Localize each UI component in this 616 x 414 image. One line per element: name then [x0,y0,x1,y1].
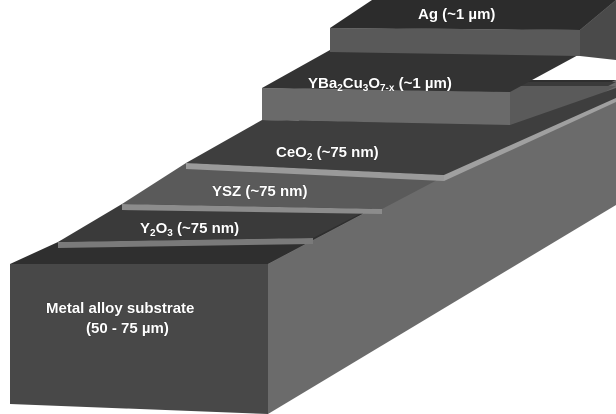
y2o3-sub-3: 3 [167,228,173,239]
layer-edge-stripe [444,98,616,181]
ybco-label-thickness: (~1 µm) [394,75,452,92]
ceo2-step-face [186,163,444,181]
y2o3-label-part: O [155,220,168,237]
ysz-layer-label: YSZ (~75 nm) [212,183,308,200]
ybco-front-face [262,88,510,125]
ybco-sub-3: 3 [362,83,369,94]
ceo2-label-thickness: (~75 nm) [312,144,379,161]
ybco-label-part: O [368,75,380,92]
substrate-side-face [268,80,616,414]
substrate-label-line1: Metal alloy substrate [46,300,195,317]
ybco-top-face [262,50,580,92]
y2o3-label-part: Y [140,220,151,237]
ag-layer-label: Ag (~1 µm) [418,6,496,23]
substrate-label-line2: (50 - 75 µm) [86,320,169,337]
y2o3-step-face [58,238,313,248]
ceo2-layer-label: CeO2 (~75 nm) [276,144,379,163]
ybco-layer-top [186,88,616,175]
ag-top-face [330,0,616,30]
ag-right-face [580,0,616,60]
ybco-label-part: YBa [308,75,338,92]
ceo2-label-part: CeO [276,144,307,161]
substrate-front-face [10,264,268,414]
y2o3-label-thickness: (~75 nm) [172,220,240,237]
ybco-label-part: Cu [342,75,363,92]
ybco-sub-7x: 7-x [379,83,395,94]
y2o3-sub-2: 2 [150,228,156,239]
ybco-layer-label: YBa2Cu3O7-x (~1 µm) [308,75,452,94]
ag-front-face [330,28,580,56]
ybco-sub-2: 2 [337,83,343,94]
ysz-step-face [122,204,382,214]
ceo2-sub-2: 2 [306,152,313,163]
y2o3-layer-label: Y2O3 (~75 nm) [140,220,240,239]
